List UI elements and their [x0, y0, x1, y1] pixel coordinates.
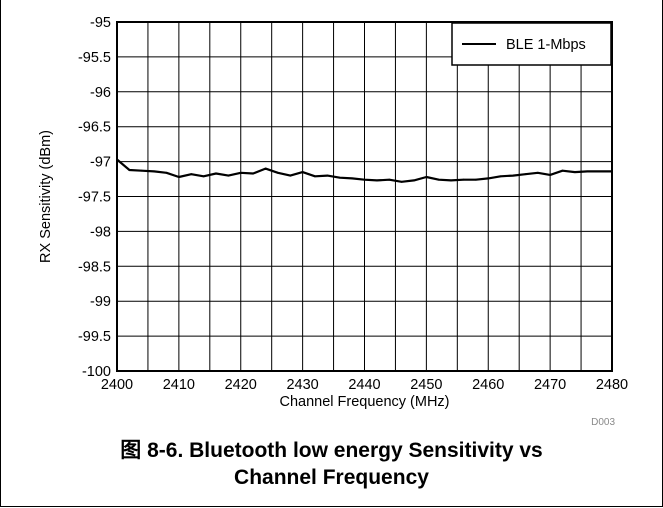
data-point — [413, 179, 415, 182]
y-tick-label: -95.5 — [78, 50, 111, 66]
data-point — [202, 175, 205, 178]
y-tick-label: -99.5 — [78, 329, 111, 345]
tick-labels: -95 -95.5 -96 -96.5 -97 -97.5 -98 -98.5 -99 -99.5… — [78, 15, 628, 393]
y-tick-label: -100 — [82, 364, 111, 380]
caption-line-1: 图 8-6. Bluetooth low energy Sensitivity … — [120, 439, 543, 462]
data-point — [301, 171, 304, 174]
series-layer — [116, 158, 613, 183]
grid-lines — [117, 22, 612, 371]
legend-label-ble-1mbps: BLE 1-Mbps — [506, 37, 586, 53]
data-point — [437, 178, 440, 181]
data-point — [326, 174, 329, 177]
data-point — [400, 180, 403, 183]
data-point — [239, 171, 242, 174]
y-tick-label: -96 — [90, 85, 111, 101]
data-point — [499, 175, 502, 178]
data-point — [277, 171, 279, 174]
figure-caption: 图 8-6. Bluetooth low energy Sensitivity … — [0, 437, 663, 491]
data-point — [363, 178, 366, 181]
data-point — [178, 176, 180, 178]
data-point — [487, 177, 490, 180]
x-tick-label: 2460 — [472, 377, 504, 393]
y-tick-label: -98 — [90, 224, 111, 240]
data-point — [450, 179, 452, 182]
sensitivity-chart: -95 -95.5 -96 -96.5 -97 -97.5 -98 -98.5 -99 -99.5… — [38, 15, 628, 428]
data-point — [475, 178, 477, 181]
data-point — [314, 175, 316, 178]
y-tick-label: -95 — [90, 15, 111, 31]
y-axis-title: RX Sensitivity (dBm) — [38, 130, 54, 263]
data-point — [128, 169, 131, 171]
x-tick-label: 2420 — [225, 377, 257, 393]
data-point — [165, 171, 168, 174]
y-tick-label: -96.5 — [78, 120, 111, 136]
data-point — [227, 174, 230, 177]
data-point — [338, 176, 341, 179]
x-tick-label: 2430 — [286, 377, 318, 393]
x-tick-label: 2400 — [101, 377, 133, 393]
data-point — [351, 177, 353, 180]
x-tick-label: 2480 — [596, 377, 628, 393]
data-point — [462, 178, 465, 181]
data-point — [376, 179, 378, 182]
data-point — [140, 169, 143, 172]
data-point — [574, 171, 576, 174]
plot-area — [116, 21, 613, 372]
data-point — [264, 167, 267, 170]
data-point — [549, 174, 551, 176]
y-tick-label: -99 — [90, 294, 111, 310]
y-tick-label: -98.5 — [78, 259, 111, 275]
data-point — [215, 172, 217, 175]
data-point — [598, 170, 601, 173]
data-point — [289, 174, 292, 177]
data-point — [153, 170, 156, 173]
legend: BLE 1-Mbps — [451, 22, 612, 66]
x-axis-title: Channel Frequency (MHz) — [279, 394, 449, 410]
x-tick-label: 2470 — [534, 377, 566, 393]
data-point — [536, 171, 539, 174]
y-tick-label: -97.5 — [78, 190, 111, 206]
data-point — [524, 173, 527, 176]
data-point — [388, 178, 391, 181]
data-point — [190, 173, 193, 176]
data-point — [116, 158, 118, 161]
data-point — [252, 172, 255, 175]
data-point — [611, 170, 613, 173]
x-tick-label: 2440 — [348, 377, 380, 393]
x-tick-label: 2450 — [410, 377, 442, 393]
x-tick-label: 2410 — [163, 377, 195, 393]
data-point — [512, 174, 514, 177]
figure-code: D003 — [591, 417, 615, 428]
data-point — [586, 170, 589, 173]
caption-line-2: Channel Frequency — [234, 466, 429, 489]
y-tick-label: -97 — [90, 155, 111, 171]
data-point — [425, 176, 428, 178]
data-point — [561, 169, 564, 172]
